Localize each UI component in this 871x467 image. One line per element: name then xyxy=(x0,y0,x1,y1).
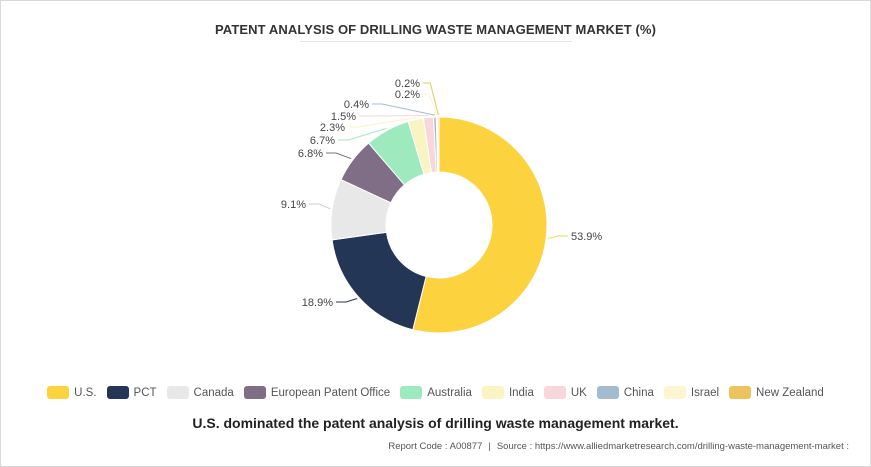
legend-swatch-china xyxy=(596,386,619,399)
legend-item-pct[interactable]: PCT xyxy=(106,386,157,399)
legend-swatch-canada xyxy=(166,386,189,399)
data-label-u-s: 53.9% xyxy=(571,231,602,243)
leader-line-pct xyxy=(336,298,358,303)
data-label-uk: 1.5% xyxy=(331,111,356,123)
legend-label-australia: Australia xyxy=(427,386,472,399)
legend-swatch-new-zealand xyxy=(729,386,752,399)
legend-label-china: China xyxy=(623,386,654,399)
legend-label-israel: Israel xyxy=(690,386,720,399)
leader-line-new-zealand xyxy=(423,82,439,116)
legend-label-canada: Canada xyxy=(193,386,234,399)
chart-title: PATENT ANALYSIS OF DRILLING WASTE MANAGE… xyxy=(215,22,656,37)
legend-item-australia[interactable]: Australia xyxy=(400,386,472,399)
legend-swatch-pct xyxy=(106,386,129,399)
data-label-new-zealand: 0.2% xyxy=(395,78,420,90)
data-label-european-patent-office: 6.8% xyxy=(298,148,323,160)
legend-swatch-israel xyxy=(663,386,686,399)
title-divider xyxy=(300,41,572,42)
leader-line-u-s xyxy=(548,235,568,239)
chart-subtitle: U.S. dominated the patent analysis of dr… xyxy=(192,415,679,431)
legend-label-new-zealand: New Zealand xyxy=(756,386,824,399)
legend-item-india[interactable]: India xyxy=(481,386,534,399)
legend-label-uk: UK xyxy=(570,386,587,399)
data-label-canada: 9.1% xyxy=(281,199,306,211)
source-text: Source : https://www.alliedmarketresearc… xyxy=(496,441,849,452)
legend-item-u-s[interactable]: U.S. xyxy=(47,386,97,399)
legend-swatch-india xyxy=(481,386,504,399)
data-label-israel: 0.2% xyxy=(395,89,420,101)
leader-line-china xyxy=(372,103,435,116)
data-label-pct: 18.9% xyxy=(302,297,333,309)
legend-swatch-u-s xyxy=(47,386,70,399)
slice-new-zealand[interactable] xyxy=(437,116,440,173)
legend-item-european-patent-office[interactable]: European Patent Office xyxy=(243,386,391,399)
chart-legend: U.S. PCT Canada European Patent Office Austr… xyxy=(0,386,871,399)
leader-line-india xyxy=(348,117,416,128)
legend-item-canada[interactable]: Canada xyxy=(166,386,234,399)
slice-u-s[interactable] xyxy=(412,116,548,334)
leader-line-european-patent-office xyxy=(326,152,352,160)
legend-label-india: India xyxy=(508,386,534,399)
legend-item-israel[interactable]: Israel xyxy=(663,386,720,399)
legend-item-new-zealand[interactable]: New Zealand xyxy=(729,386,824,399)
legend-swatch-australia xyxy=(400,386,423,399)
footer: Report Code : A00877 | Source : https://ww… xyxy=(388,441,849,452)
footer-separator: | xyxy=(488,441,491,452)
leader-line-australia xyxy=(338,127,387,141)
legend-label-european-patent-office: European Patent Office xyxy=(270,386,391,399)
data-label-india: 2.3% xyxy=(320,122,345,134)
data-label-australia: 6.7% xyxy=(310,135,335,147)
legend-item-china[interactable]: China xyxy=(596,386,654,399)
legend-item-uk[interactable]: UK xyxy=(543,386,587,399)
legend-label-pct: PCT xyxy=(133,386,157,399)
leader-line-israel xyxy=(423,93,438,116)
legend-swatch-uk xyxy=(543,386,566,399)
slice-pct[interactable] xyxy=(331,231,427,331)
report-code: Report Code : A00877 xyxy=(388,441,483,452)
legend-label-u-s: U.S. xyxy=(74,386,97,399)
data-label-china: 0.4% xyxy=(344,99,369,111)
leader-line-canada xyxy=(309,203,331,210)
donut-chart: 53.9% 18.9% 9.1% 6.8%6.7%2.3%1.5%0.4% 0.2%0.… xyxy=(281,78,602,334)
legend-swatch-european-patent-office xyxy=(243,386,266,399)
